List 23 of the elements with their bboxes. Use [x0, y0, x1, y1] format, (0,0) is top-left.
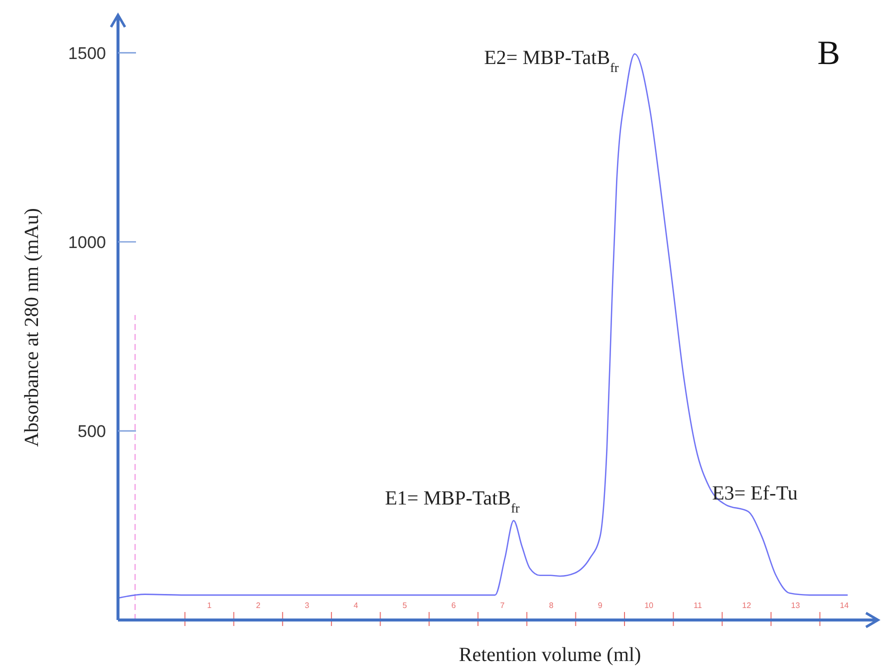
x-tick-label: 6 — [451, 601, 456, 610]
y-tick-label: 1000 — [68, 232, 106, 252]
y-tick-label: 500 — [78, 422, 106, 441]
x-tick-label: 10 — [644, 601, 654, 610]
x-tick-label: 12 — [742, 601, 752, 610]
annotation: E3= Ef-Tu — [712, 482, 798, 504]
x-tick-label: 11 — [694, 601, 702, 610]
x-tick-label: 3 — [304, 601, 310, 610]
x-tick-label: 9 — [598, 601, 603, 610]
x-tick-label: 13 — [791, 601, 800, 610]
x-tick-label: 5 — [402, 601, 408, 610]
annotation: E1= MBP-TatB$_{fr}$ — [384, 488, 520, 516]
annotation: E2= MBP-TatB$_{fr}$ — [484, 46, 620, 74]
x-tick-label: 4 — [354, 601, 359, 610]
x-tick-label: 14 — [840, 601, 850, 610]
x-tick-label: 2 — [256, 601, 261, 610]
annotation: B — [817, 35, 840, 72]
x-tick-label: 8 — [549, 601, 554, 610]
y-axis-title: Absorbance at 280 nm (mAu) — [21, 208, 43, 447]
y-tick-label: 1500 — [68, 44, 106, 63]
x-tick-label: 1 — [207, 601, 212, 610]
x-axis-title: Retention volume (ml) — [458, 644, 642, 666]
x-tick-label: 7 — [500, 601, 506, 610]
